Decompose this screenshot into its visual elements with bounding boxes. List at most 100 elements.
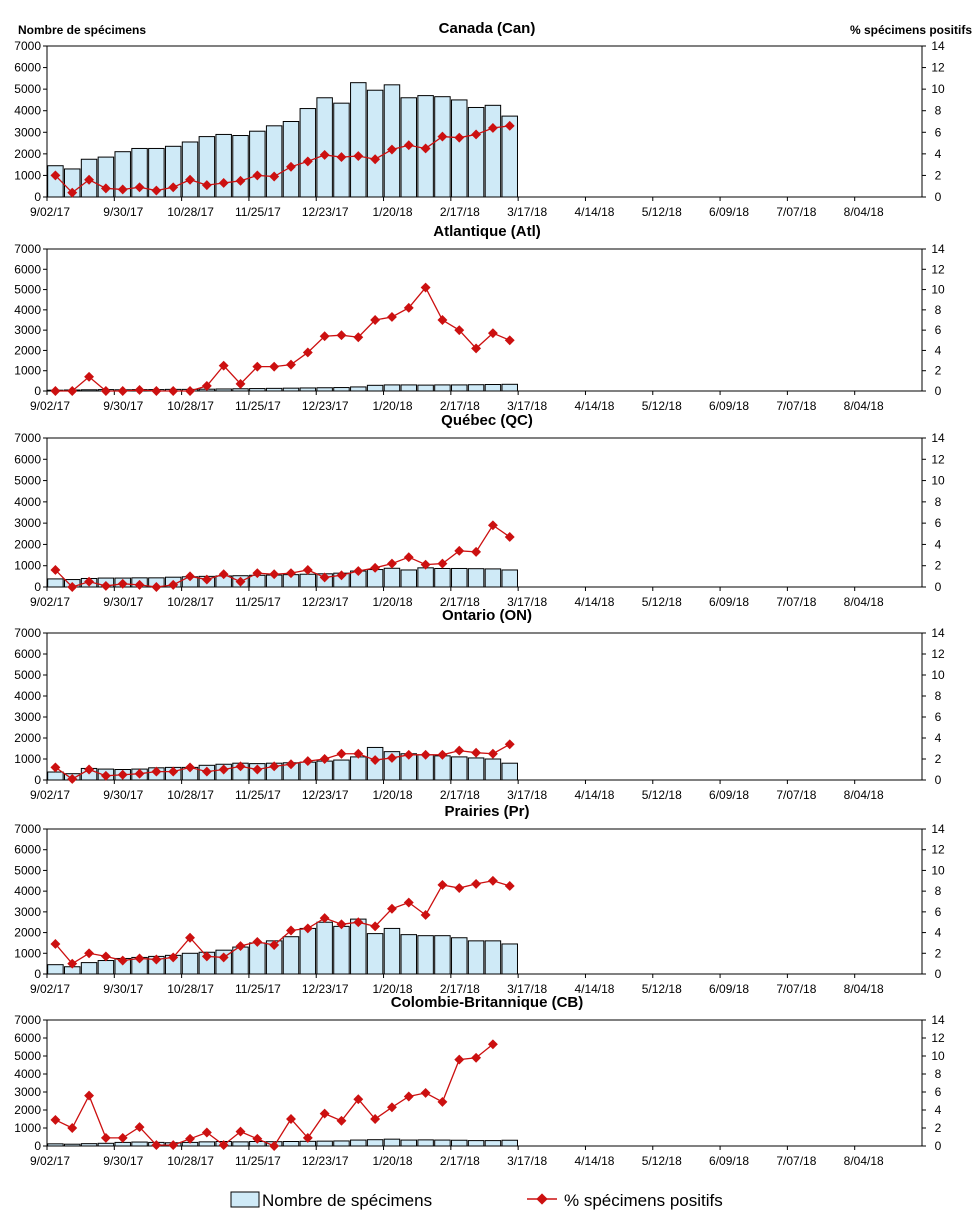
bar-specimens xyxy=(232,1141,249,1147)
point-percent-positive xyxy=(50,565,61,575)
bar-specimens xyxy=(484,940,502,975)
point-percent-positive xyxy=(218,1140,229,1151)
point-percent-positive xyxy=(437,131,448,142)
x-tick-label: 2/17/18 xyxy=(440,595,480,609)
y-right-tick-label: 8 xyxy=(935,689,942,703)
bar-specimens xyxy=(434,567,451,588)
y-left-tick-label: 2000 xyxy=(14,1103,41,1117)
y-right-tick-label: 4 xyxy=(935,1103,942,1117)
point-percent-positive xyxy=(134,579,145,590)
point-percent-positive xyxy=(387,558,397,569)
y-left-tick-label: 5000 xyxy=(14,283,41,297)
point-percent-positive xyxy=(84,576,95,587)
point-percent-positive xyxy=(387,753,397,763)
point-percent-positive xyxy=(134,385,145,395)
bar-specimens xyxy=(282,936,300,975)
x-tick-label: 1/20/18 xyxy=(373,788,413,802)
point-percent-positive xyxy=(117,386,128,396)
x-tick-label: 3/17/18 xyxy=(507,1154,547,1168)
point-percent-positive xyxy=(151,386,162,396)
point-percent-positive xyxy=(370,755,381,765)
chart-panel-2: Québec (QC) 0 1000 2000 3000 4000 5000 6000 7000… xyxy=(14,412,945,609)
bar-specimens xyxy=(484,1140,502,1147)
bar-specimens xyxy=(417,935,434,975)
x-tick-label: 2/17/18 xyxy=(440,982,480,996)
x-tick-label: 6/09/18 xyxy=(709,1154,749,1168)
line-percent-positive xyxy=(54,524,511,588)
x-tick-label: 8/04/18 xyxy=(844,399,884,413)
bar-specimens xyxy=(467,568,485,588)
y-left-tick-label: 4000 xyxy=(14,495,41,509)
chart-panel-1: Atlantique (Atl) 0 1000 2000 3000 4000 5000 600… xyxy=(14,223,945,413)
point-percent-positive xyxy=(403,1091,414,1102)
line-percent-positive xyxy=(55,743,511,780)
point-percent-positive xyxy=(84,1090,95,1101)
bar-specimens xyxy=(181,952,199,975)
x-tick-label: 4/14/18 xyxy=(574,982,614,996)
point-percent-positive xyxy=(218,764,229,775)
point-percent-positive xyxy=(336,330,347,341)
bar-specimens xyxy=(333,1140,350,1147)
x-tick-label: 9/02/17 xyxy=(30,788,70,802)
point-percent-positive xyxy=(420,1087,431,1098)
point-percent-positive xyxy=(437,558,448,569)
point-percent-positive xyxy=(437,879,448,890)
bar-specimens xyxy=(249,130,266,198)
point-percent-positive xyxy=(353,917,364,928)
x-tick-label: 4/14/18 xyxy=(574,1154,614,1168)
legend-bars-swatch xyxy=(230,1191,260,1208)
point-percent-positive xyxy=(504,532,515,542)
point-percent-positive xyxy=(117,578,128,589)
bar-specimens xyxy=(400,934,418,975)
bar-specimens xyxy=(80,389,98,392)
y-left-tick-label: 5000 xyxy=(14,82,41,96)
y-right-tick-label: 8 xyxy=(935,104,942,118)
point-percent-positive xyxy=(67,582,78,592)
x-tick-label: 10/28/17 xyxy=(167,205,214,219)
y-right-tick-label: 2 xyxy=(935,168,942,182)
bar-specimens xyxy=(501,762,518,781)
point-percent-positive xyxy=(370,1114,381,1124)
x-tick-label: 2/17/18 xyxy=(440,399,480,413)
y-left-tick-label: 3000 xyxy=(14,323,41,337)
point-percent-positive xyxy=(471,1052,482,1063)
point-percent-positive xyxy=(269,171,280,182)
point-percent-positive xyxy=(420,749,431,760)
x-tick-label: 8/04/18 xyxy=(844,205,884,219)
point-percent-positive xyxy=(235,941,246,951)
bar-specimens xyxy=(198,136,216,198)
point-percent-positive xyxy=(336,748,347,759)
x-tick-label: 10/28/17 xyxy=(167,399,214,413)
bar-specimens xyxy=(350,918,367,975)
point-percent-positive xyxy=(117,955,128,966)
bar-specimens xyxy=(249,942,266,975)
y-left-tick-label: 3000 xyxy=(14,516,41,530)
point-percent-positive xyxy=(235,1126,246,1137)
point-percent-positive xyxy=(201,380,212,391)
bar-specimens xyxy=(484,384,502,392)
x-tick-label: 3/17/18 xyxy=(507,595,547,609)
bar-specimens xyxy=(131,1141,148,1147)
y-right-tick-label: 10 xyxy=(931,283,945,297)
point-percent-positive xyxy=(403,552,414,563)
point-percent-positive xyxy=(134,1122,145,1133)
point-percent-positive xyxy=(471,343,482,354)
bar-specimens xyxy=(484,568,502,588)
point-percent-positive xyxy=(387,312,397,322)
x-tick-label: 10/28/17 xyxy=(167,982,214,996)
plot-area xyxy=(46,437,923,588)
point-percent-positive xyxy=(403,302,414,313)
y-right-tick-label: 4 xyxy=(935,926,942,940)
point-percent-positive xyxy=(286,161,296,172)
bar-specimens xyxy=(249,388,266,392)
point-percent-positive xyxy=(134,182,145,193)
x-tick-label: 5/12/18 xyxy=(642,982,682,996)
bar-specimens xyxy=(333,759,350,781)
y-left-tick-label: 2000 xyxy=(14,537,41,551)
x-tick-label: 12/23/17 xyxy=(302,982,349,996)
y-right-tick-label: 2 xyxy=(935,1121,942,1135)
point-percent-positive xyxy=(420,910,431,920)
bar-specimens xyxy=(97,1142,115,1147)
right-axis-title: % spécimens positifs xyxy=(850,23,972,37)
legend-line-label: % spécimens positifs xyxy=(564,1191,723,1210)
